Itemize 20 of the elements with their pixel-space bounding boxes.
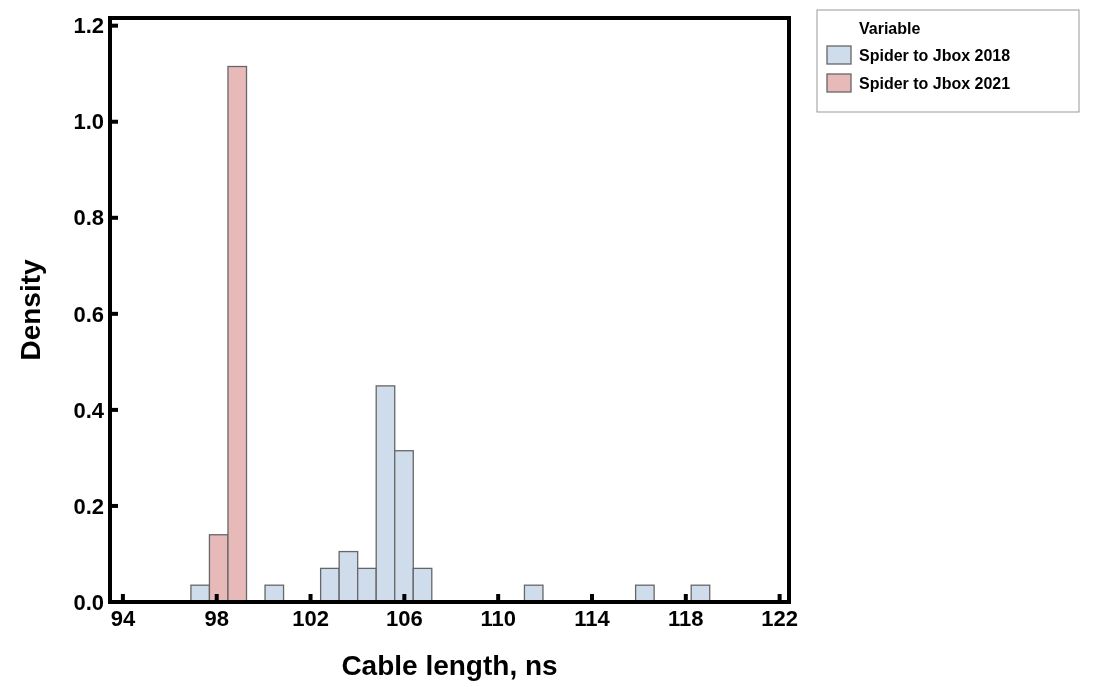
y-tick-label: 1.2 [73, 13, 104, 39]
x-tick-label: 118 [668, 606, 704, 631]
y-tick-label: 0.6 [73, 301, 104, 327]
y-tick-label: 1.0 [73, 109, 104, 135]
x-tick-label: 98 [204, 606, 229, 631]
y-tick-label: 0.0 [73, 589, 104, 615]
y-tick-label: 0.8 [73, 205, 104, 231]
y-tick-label: 0.2 [73, 493, 104, 519]
x-tick-label: 106 [385, 606, 423, 631]
legend-label: Spider to Jbox 2021 [859, 74, 1011, 92]
x-tick-label: 122 [761, 606, 798, 631]
y-axis-title: Density [15, 259, 46, 361]
x-tick-label: 110 [480, 606, 516, 631]
x-tick-label: 114 [574, 606, 611, 631]
legend-title: Variable [859, 20, 921, 37]
x-axis-title: Cable length, ns [341, 650, 558, 681]
legend-label: Spider to Jbox 2018 [859, 46, 1011, 64]
x-tick-label: 94 [110, 606, 136, 631]
y-tick-label: 0.4 [73, 397, 105, 423]
x-tick-label: 102 [292, 606, 329, 631]
